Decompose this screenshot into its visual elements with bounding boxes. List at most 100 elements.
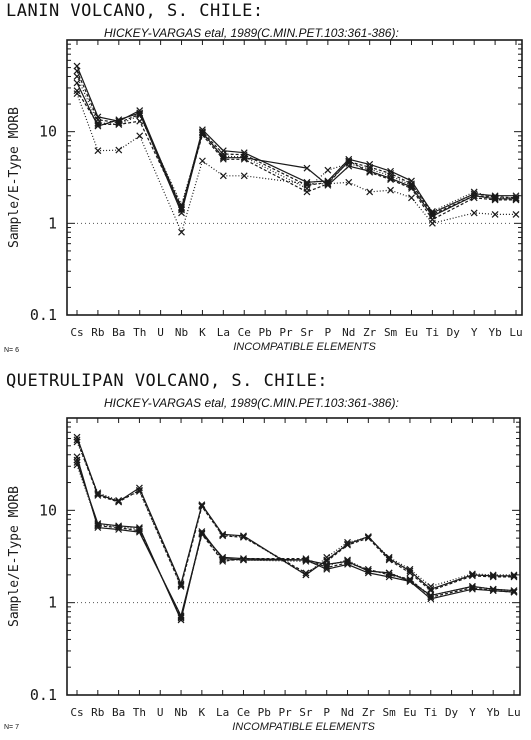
data-point [387, 176, 394, 184]
data-point-stroke [489, 587, 497, 595]
data-point-stroke [406, 577, 414, 585]
series-line [76, 456, 515, 618]
data-point-stroke [489, 571, 497, 579]
series-line [76, 70, 517, 216]
data-point-stroke [198, 502, 206, 510]
data-point [406, 576, 414, 584]
plot-frame [66, 417, 521, 696]
data-point [406, 577, 414, 585]
data-point [198, 530, 206, 538]
data-point-stroke [470, 209, 478, 217]
data-point-stroke [510, 588, 518, 596]
data-point-stroke [345, 178, 353, 186]
data-point-stroke [427, 593, 435, 601]
data-point-stroke [219, 155, 227, 163]
data-point [219, 155, 227, 163]
data-point-stroke [364, 533, 372, 541]
data-point-stroke [136, 132, 144, 140]
data-point-stroke [323, 565, 331, 573]
data-point-stroke [73, 459, 81, 466]
data-point-stroke [510, 572, 518, 580]
data-point-stroke [512, 196, 520, 204]
data-point-stroke [510, 587, 518, 595]
data-point-stroke [323, 553, 331, 561]
data-point [427, 593, 435, 601]
data-point [94, 120, 102, 128]
data-point-stroke [136, 117, 144, 125]
data-point [470, 194, 478, 202]
data-point-stroke [323, 564, 331, 571]
data-point-stroke [345, 162, 353, 170]
data-point-stroke [364, 569, 372, 577]
data-point-stroke [468, 582, 476, 590]
chart-subtitle: HICKEY-VARGAS etal, 1989(C.MIN.PET.103:3… [104, 396, 399, 410]
x-tick-label: La [217, 326, 230, 339]
data-point [219, 553, 227, 561]
data-point [94, 524, 102, 532]
data-point [408, 194, 415, 202]
data-point-stroke [240, 533, 247, 540]
data-point [324, 180, 332, 188]
data-point-stroke [94, 521, 102, 529]
y-axis-label: Sample/E-Type MORB [7, 107, 22, 248]
data-point [136, 486, 143, 494]
data-point-stroke [219, 152, 227, 160]
data-point-stroke [408, 185, 415, 192]
data-point [489, 571, 497, 579]
data-point-stroke [94, 490, 102, 498]
data-point-stroke [73, 87, 81, 95]
data-point-stroke [136, 486, 143, 494]
data-point [199, 129, 206, 136]
sample-count: N= 7 [4, 724, 19, 731]
data-point-stroke [219, 553, 227, 561]
data-point-stroke [177, 582, 185, 590]
data-point-stroke [94, 492, 102, 499]
data-point-stroke [468, 570, 476, 578]
data-point-stroke [491, 211, 499, 218]
y-tick-label: 0.1 [30, 306, 57, 324]
x-tick-label: Eu [405, 326, 418, 339]
chart-title: LANIN VOLCANO, S. CHILE: [6, 1, 264, 21]
x-tick-label: Dy [447, 326, 461, 339]
data-point-stroke [366, 188, 374, 196]
x-tick-label: Nd [341, 706, 354, 719]
data-point-stroke [302, 556, 310, 564]
x-axis-label: INCOMPATIBLE ELEMENTS [233, 341, 376, 353]
data-point-stroke [94, 113, 102, 121]
x-tick-label: Cs [70, 706, 83, 719]
data-point [178, 228, 185, 236]
data-point-stroke [406, 576, 414, 584]
data-point [115, 526, 123, 533]
data-point-stroke [73, 90, 81, 98]
x-tick-label: Pr [278, 706, 292, 719]
data-point-stroke [177, 581, 185, 589]
data-point-stroke [219, 172, 227, 180]
data-point-stroke [427, 582, 435, 590]
data-point-stroke [345, 157, 353, 165]
x-tick-label: Yb [487, 706, 500, 719]
series-line [76, 441, 514, 588]
data-point-stroke [136, 528, 143, 536]
data-point [468, 570, 476, 578]
data-point-stroke [199, 157, 206, 165]
data-point-stroke [219, 555, 227, 563]
data-point-stroke [408, 183, 415, 191]
data-point-stroke [302, 555, 310, 563]
x-tick-label: Ba [112, 706, 125, 719]
x-tick-label: Y [471, 326, 478, 339]
data-point-stroke [512, 195, 520, 203]
data-point [73, 67, 81, 75]
quetrulipan-spider-plot: 0.1 1 10 Sample/E-Type MORB Cs Rb Ba Th U Nb K La Ce… [7, 417, 521, 733]
chart-subtitle: HICKEY-VARGAS etal, 1989(C.MIN.PET.103:3… [104, 26, 399, 40]
data-point-stroke [344, 541, 351, 549]
data-point [177, 614, 185, 622]
data-point-stroke [240, 155, 248, 163]
data-point [73, 79, 81, 87]
data-point [387, 186, 394, 194]
data-point [240, 555, 247, 563]
series-line [76, 65, 516, 214]
x-tick-label: Zr [362, 706, 376, 719]
data-point-stroke [470, 194, 478, 202]
data-point-stroke [324, 181, 332, 189]
data-point [302, 569, 310, 577]
